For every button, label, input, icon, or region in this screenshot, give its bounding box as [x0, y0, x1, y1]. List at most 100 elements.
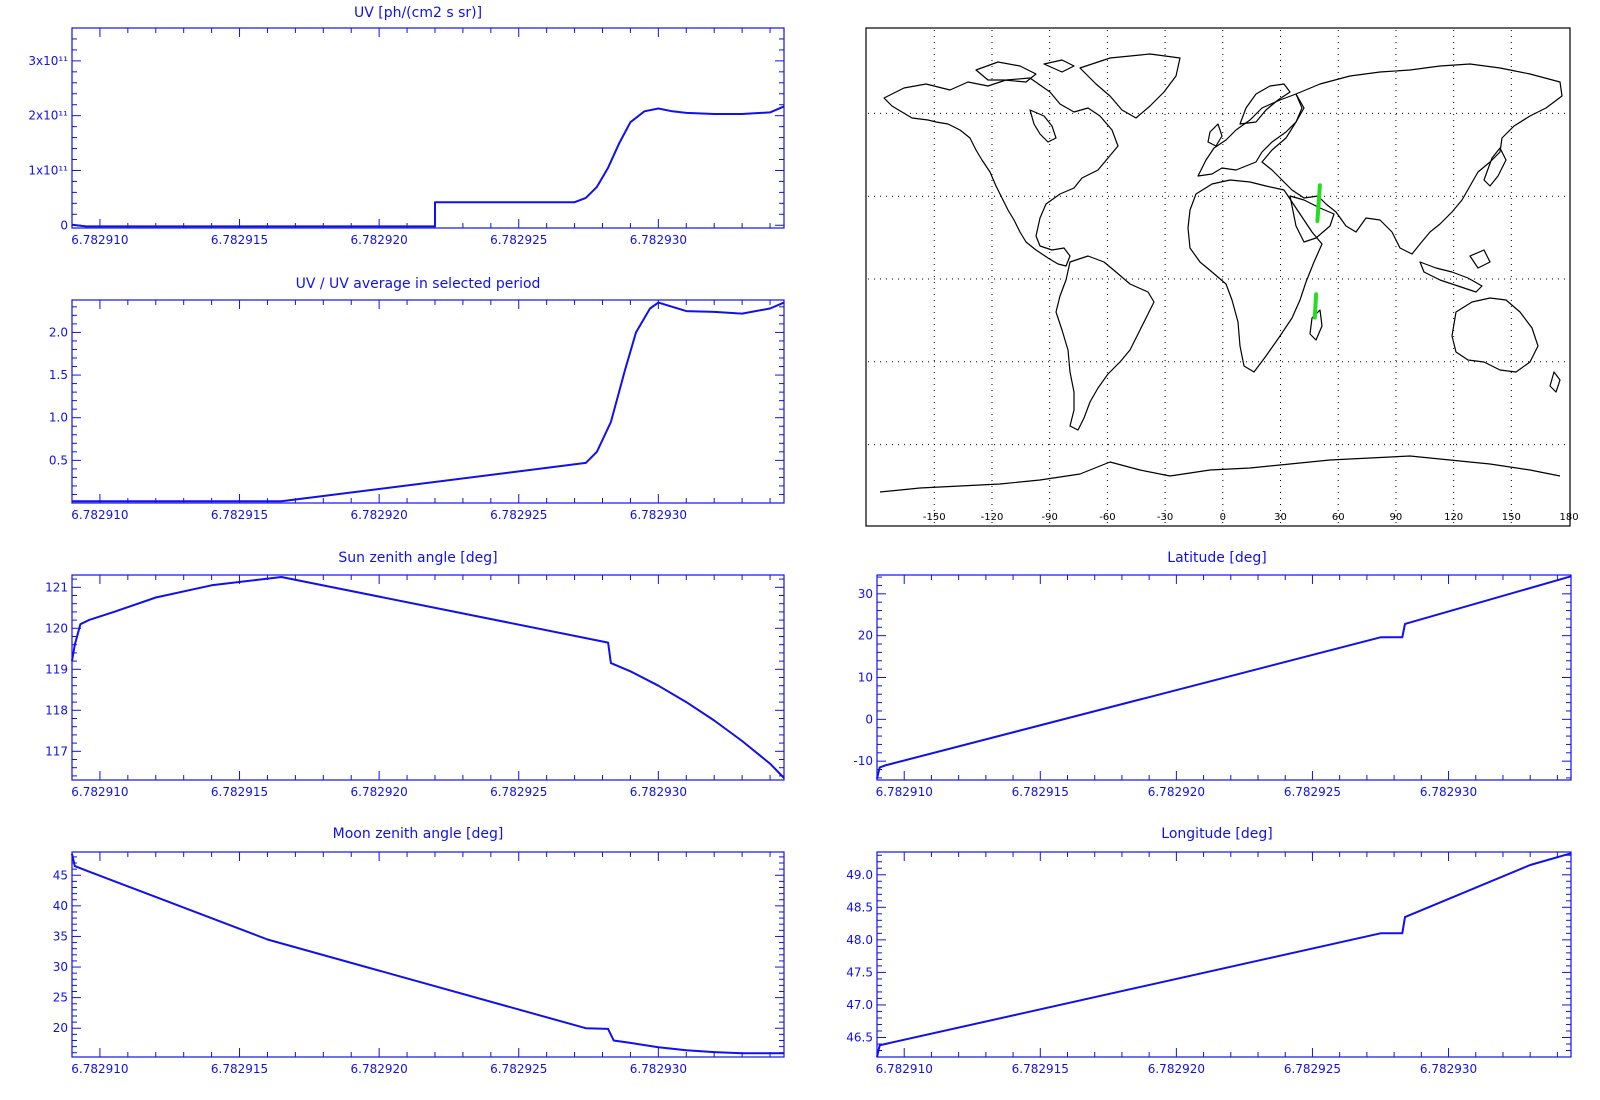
- coast-indonesia: [1419, 249, 1491, 293]
- coast-north-america: [883, 77, 1119, 267]
- sza-x-tick-label: 6.782930: [630, 785, 687, 799]
- mza-y-tick-label: 30: [53, 960, 68, 974]
- map-lon-tick-label: 30: [1274, 512, 1287, 523]
- map-lon-tick-label: -60: [1099, 512, 1115, 523]
- mza-y-tick-label: 35: [53, 929, 68, 943]
- lon-plot-frame: [876, 851, 1572, 1058]
- uv-x-tick-label: 6.782930: [630, 233, 687, 247]
- mza-x-tick-label: 6.782910: [71, 1062, 128, 1076]
- uv-ratio-panel: UV / UV average in selected period 6.782…: [49, 276, 785, 522]
- uvratio-series-line: [72, 301, 785, 503]
- sun-zenith-panel: Sun zenith angle [deg] 6.782910 6.782915 6…: [45, 550, 785, 799]
- longitude-title: Longitude [deg]: [1161, 826, 1272, 842]
- uv-title: UV [ph/(cm2 s sr)]: [354, 5, 482, 21]
- longitude-panel: Longitude [deg] 6.782910 6.782915 6.782920…: [846, 826, 1572, 1076]
- lon-x-tick-label: 6.782915: [1012, 1062, 1069, 1076]
- coast-british-isles: [1207, 123, 1223, 147]
- sza-series-line: [71, 576, 785, 779]
- sza-y-tick-label: 117: [45, 744, 68, 758]
- map-lon-tick-label: 0: [1220, 512, 1226, 523]
- moon-zenith-title: Moon zenith angle [deg]: [333, 826, 504, 842]
- uv-plot-frame: [71, 27, 785, 229]
- coast-greenland: [1079, 53, 1181, 119]
- mza-y-tick-label: 40: [53, 899, 68, 913]
- uvratio-x-tick-label: 6.782930: [630, 508, 687, 522]
- lat-x-tick-label: 6.782925: [1284, 785, 1341, 799]
- sza-y-tick-label: 120: [45, 621, 68, 635]
- sza-x-tick-label: 6.782920: [351, 785, 408, 799]
- mza-x-tick-label: 6.782915: [211, 1062, 268, 1076]
- map-lon-tick-label: -120: [981, 512, 1004, 523]
- uvratio-x-tick-label: 6.782920: [351, 508, 408, 522]
- mza-y-tick-label: 45: [53, 868, 68, 882]
- lat-x-tick-label: 6.782910: [876, 785, 933, 799]
- lat-x-tick-label: 6.782920: [1148, 785, 1205, 799]
- map-graticule: [868, 30, 1568, 524]
- uv-x-tick-label: 6.782920: [351, 233, 408, 247]
- mza-x-tick-label: 6.782930: [630, 1062, 687, 1076]
- uvratio-y-tick-label: 2.0: [49, 325, 68, 339]
- mza-plot-frame: [71, 851, 785, 1058]
- coast-south-america: [1055, 255, 1155, 431]
- uv-x-tick-label: 6.782925: [490, 233, 547, 247]
- uvratio-plot-frame: [71, 299, 785, 504]
- track-segment: [1315, 183, 1322, 223]
- lat-y-tick-label: 30: [858, 587, 873, 601]
- world-map: -150 -120 -90 -60 -30 0 30 60 90 120 150 180: [865, 27, 1579, 527]
- uvratio-y-tick-label: 1.5: [49, 368, 68, 382]
- uv-y-tick-label: 2x10¹¹: [28, 109, 68, 123]
- mza-x-tick-label: 6.782925: [490, 1062, 547, 1076]
- mza-x-tick-label: 6.782920: [351, 1062, 408, 1076]
- sza-y-tick-label: 119: [45, 662, 68, 676]
- map-lon-tick-label: 150: [1502, 512, 1521, 523]
- map-lon-tick-label: -90: [1042, 512, 1058, 523]
- lat-y-tick-label: 10: [858, 671, 873, 685]
- sza-y-tick-label: 121: [45, 580, 68, 594]
- lon-y-tick-label: 47.5: [846, 965, 873, 979]
- track-segment: [1312, 292, 1319, 320]
- mza-y-tick-label: 20: [53, 1021, 68, 1035]
- uv-y-tick-label: 3x10¹¹: [28, 54, 68, 68]
- uvratio-y-tick-label: 0.5: [49, 453, 68, 467]
- uv-x-tick-label: 6.782910: [71, 233, 128, 247]
- coast-hudson-bay: [1029, 109, 1057, 143]
- uv-ratio-title: UV / UV average in selected period: [296, 276, 541, 292]
- lat-x-tick-label: 6.782930: [1420, 785, 1477, 799]
- lat-y-tick-label: -10: [853, 754, 873, 768]
- coast-australia: [1451, 297, 1539, 373]
- map-lon-tick-label: 120: [1444, 512, 1463, 523]
- sza-x-tick-label: 6.782925: [490, 785, 547, 799]
- coast-scandinavia: [1239, 83, 1291, 125]
- uv-panel: UV [ph/(cm2 s sr)] 6.782910 6.782915 6.782…: [28, 5, 785, 247]
- uvratio-x-tick-label: 6.782915: [211, 508, 268, 522]
- lon-y-tick-label: 47.0: [846, 998, 873, 1012]
- lon-x-tick-label: 6.782930: [1420, 1062, 1477, 1076]
- sza-x-tick-label: 6.782910: [71, 785, 128, 799]
- sza-x-tick-label: 6.782915: [211, 785, 268, 799]
- map-lon-tick-label: 180: [1559, 512, 1578, 523]
- lon-x-tick-label: 6.782925: [1284, 1062, 1341, 1076]
- lat-y-tick-label: 20: [858, 629, 873, 643]
- uv-y-tick-label: 0: [60, 218, 68, 232]
- coast-europe: [1197, 93, 1305, 177]
- coast-arabia: [1289, 195, 1335, 243]
- map-lon-tick-label: -30: [1157, 512, 1173, 523]
- map-coastlines: [879, 53, 1563, 493]
- uvratio-y-tick-label: 1.0: [49, 411, 68, 425]
- mza-y-tick-label: 25: [53, 991, 68, 1005]
- coast-asia: [1261, 63, 1563, 255]
- lat-x-tick-label: 6.782915: [1012, 785, 1069, 799]
- map-lon-tick-label: 60: [1332, 512, 1345, 523]
- lat-series-line: [876, 575, 1572, 779]
- uv-series-line: [71, 105, 785, 228]
- map-lon-tick-label: -150: [923, 512, 946, 523]
- lon-x-tick-label: 6.782920: [1148, 1062, 1205, 1076]
- lon-y-tick-label: 48.5: [846, 900, 873, 914]
- lon-y-tick-label: 48.0: [846, 933, 873, 947]
- sza-y-tick-label: 118: [45, 703, 68, 717]
- lat-y-tick-label: 0: [865, 712, 873, 726]
- map-lon-tick-label: 90: [1390, 512, 1403, 523]
- coast-new-zealand: [1549, 371, 1561, 393]
- uv-y-tick-label: 1x10¹¹: [28, 163, 68, 177]
